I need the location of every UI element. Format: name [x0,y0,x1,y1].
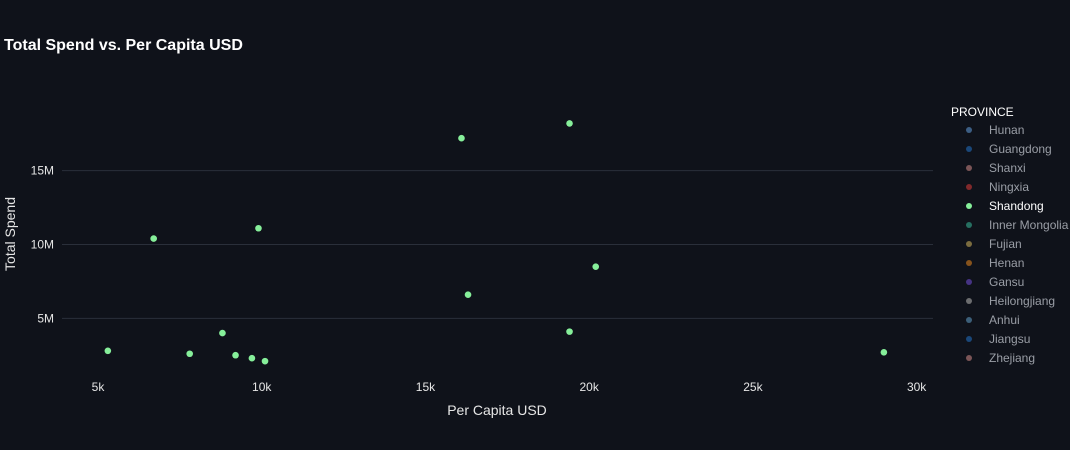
data-point[interactable] [464,291,472,299]
y-tick-label: 15M [31,164,54,178]
legend-marker [966,127,972,133]
legend-label: Anhui [989,313,1020,327]
legend-label: Inner Mongolia [989,218,1069,232]
legend-marker [966,184,972,190]
legend-label: Gansu [989,275,1024,289]
legend-item[interactable]: Jiangsu [966,332,1030,346]
data-point[interactable] [566,120,573,127]
legend-item[interactable]: Guangdong [966,142,1052,156]
legend-label: Guangdong [989,142,1052,156]
legend-item[interactable]: Anhui [966,313,1020,327]
legend-item[interactable]: Heilongjiang [966,294,1055,308]
y-axis-label: Total Spend [2,197,18,271]
legend-label: Heilongjiang [989,294,1055,308]
data-point[interactable] [255,224,262,232]
legend-item[interactable]: Henan [966,256,1024,270]
data-points [104,120,888,365]
legend-marker [966,279,972,285]
chart-title: Total Spend vs. Per Capita USD [4,37,243,54]
x-axis-label: Per Capita USD [447,402,547,418]
legend-title: PROVINCE [951,105,1014,119]
legend-marker [966,298,972,304]
legend: PROVINCE Hunan Guangdong Shanxi Ningxia Shan… [951,105,1069,365]
x-tick-label: 5k [92,380,106,394]
y-tick-label: 10M [31,238,54,252]
legend-marker [966,336,972,342]
legend-item[interactable]: Fujian [966,237,1022,251]
data-point[interactable] [592,263,600,270]
data-point[interactable] [248,354,256,362]
legend-item[interactable]: Shanxi [966,161,1026,175]
legend-item[interactable]: Ningxia [966,180,1029,194]
data-point[interactable] [880,348,888,356]
legend-label: Shanxi [989,161,1026,175]
data-point[interactable] [232,351,239,359]
legend-marker [966,222,972,228]
x-tick-label: 20k [580,380,600,394]
legend-marker [966,260,972,266]
data-point[interactable] [150,235,157,242]
y-gridlines [62,170,933,319]
data-point[interactable] [261,357,269,365]
x-tick-label: 15k [416,380,436,394]
legend-item[interactable]: Gansu [966,275,1024,289]
x-tick-label: 25k [743,380,763,394]
y-axis-ticks: 5M 10M 15M [31,164,54,326]
legend-item[interactable]: Zhejiang [966,351,1035,365]
legend-marker [966,165,972,171]
legend-label: Fujian [989,237,1022,251]
x-tick-label: 30k [907,380,927,394]
data-point[interactable] [186,350,194,358]
data-point[interactable] [104,347,112,355]
x-axis-ticks: 5k 10k 15k 20k 25k 30k [92,380,928,394]
legend-marker [966,241,972,247]
legend-item[interactable]: Shandong [966,199,1044,213]
legend-marker [966,355,972,361]
x-tick-label: 10k [252,380,272,394]
legend-marker [966,203,972,209]
legend-label: Ningxia [989,180,1029,194]
legend-item[interactable]: Hunan [966,123,1024,137]
legend-item[interactable]: Inner Mongolia [966,218,1069,232]
data-point[interactable] [219,329,226,337]
y-tick-label: 5M [37,311,54,325]
legend-label: Shandong [989,199,1044,213]
legend-label: Jiangsu [989,332,1030,346]
legend-label: Zhejiang [989,351,1035,365]
legend-marker [966,317,972,323]
legend-marker [966,146,972,152]
data-point[interactable] [458,134,465,142]
legend-label: Hunan [989,123,1024,137]
data-point[interactable] [566,328,573,335]
legend-label: Henan [989,256,1024,270]
